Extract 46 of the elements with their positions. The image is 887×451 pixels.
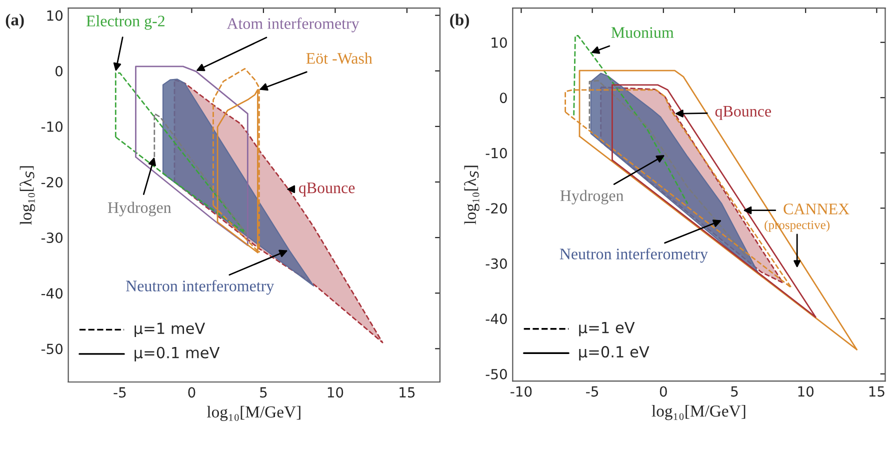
y-tick-label: -40 (41, 288, 63, 299)
x-tick-label: 10 (328, 387, 344, 398)
y-tick-label: -40 (486, 314, 507, 324)
x-tick-label: -5 (586, 386, 598, 397)
x-axis-title: log₁₀[M/GeV] (206, 406, 300, 422)
annotation: Hydrogen (108, 202, 172, 216)
annotation: Hydrogen (560, 190, 624, 204)
annotation: Electron g-2 (86, 15, 164, 30)
y-tick-label: 10 (47, 10, 63, 21)
x-axis-title: log₁₀[M/GeV] (652, 404, 746, 420)
chart-title: (a) (6, 14, 24, 29)
y-tick-label: -30 (486, 258, 507, 269)
x-tick-label: 0 (188, 387, 196, 398)
x-tick-label: 10 (798, 386, 814, 397)
y-tick-label: -20 (486, 203, 507, 214)
annotation: Neutron interferometry (560, 248, 708, 263)
y-tick-label: 10 (492, 37, 507, 48)
y-tick-label: -10 (486, 148, 507, 158)
y-tick-label: -20 (41, 176, 63, 188)
y-axis-title: log₁₀[λ$_{S}$] (464, 166, 480, 224)
y-tick-label: -30 (41, 232, 63, 244)
y-tick-label: 0 (56, 66, 63, 76)
annotation: μ=1 eV (579, 322, 635, 336)
x-tick-label: 15 (869, 386, 884, 397)
x-tick-label: 15 (400, 387, 415, 398)
annotation: μ=0.1 eV (579, 346, 650, 361)
y-tick-label: -10 (41, 121, 63, 132)
annotation: μ=1 meV (134, 322, 206, 338)
annotation: Atom interferometry (226, 18, 360, 32)
chart-title: (b) (450, 14, 469, 29)
annotation: qBounce (715, 106, 772, 120)
annotation: Muonium (611, 27, 674, 38)
y-tick-label: -50 (486, 368, 507, 380)
annotation: Neutron interferometry (126, 280, 274, 295)
x-tick-label: 5 (731, 386, 738, 397)
x-tick-label: -10 (510, 386, 532, 397)
annotation: CANNEX (784, 204, 850, 214)
annotation: Eöt -Wash (306, 52, 372, 64)
y-axis-title: log₁₀[λ$_{S}$] (20, 166, 36, 225)
x-tick-label: 0 (660, 386, 667, 397)
y-tick-label: -50 (41, 344, 63, 354)
y-tick-label: 0 (500, 92, 507, 104)
annotation: qBounce (298, 182, 355, 196)
x-tick-label: -5 (114, 387, 126, 398)
x-tick-label: 5 (260, 387, 267, 398)
annotation: μ=0.1 meV (134, 346, 220, 362)
